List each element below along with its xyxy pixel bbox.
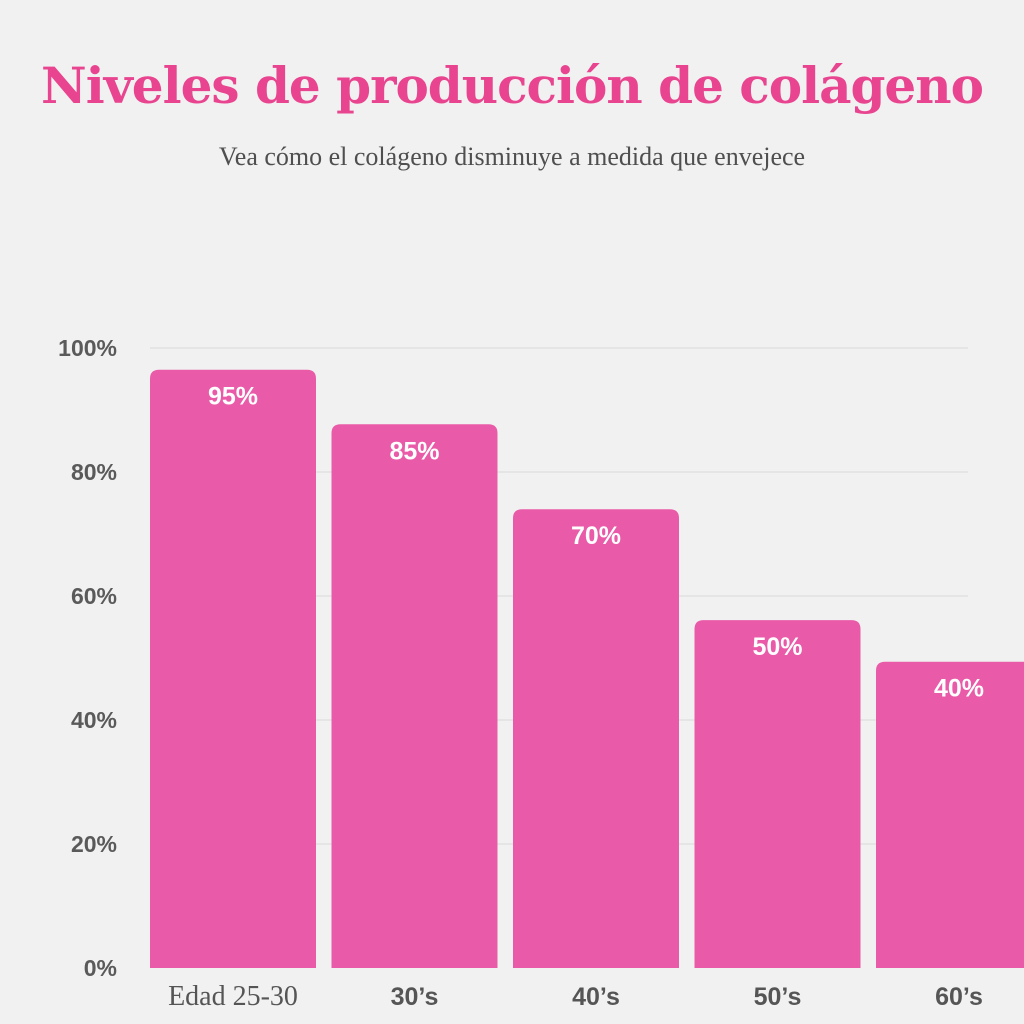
x-axis-categories: Edad 25-30 30’s 40’s 50’s 60’s [168, 981, 983, 1012]
bar [694, 620, 861, 968]
data-label: 50% [752, 633, 802, 661]
data-label: 40% [934, 675, 984, 703]
chart-subtitle: Vea cómo el colágeno disminuye a medida … [218, 142, 806, 171]
y-tick-label: 60% [71, 583, 117, 609]
y-axis-ticks: 0% 20% 40% 60% 80% 100% [58, 335, 117, 981]
y-tick-label: 40% [71, 707, 117, 733]
bar [876, 661, 1024, 968]
data-label: 85% [389, 437, 439, 465]
x-category-label: Edad 25-30 [168, 981, 298, 1012]
bar [513, 509, 679, 968]
x-category-label: 60’s [935, 983, 983, 1011]
chart-title: Niveles de producción de colágeno [41, 56, 984, 115]
bars [150, 369, 1024, 968]
data-labels: 95% 85% 70% 50% 40% [208, 383, 984, 703]
data-label: 95% [208, 383, 258, 411]
bar [331, 424, 498, 968]
y-tick-label: 0% [84, 955, 117, 981]
y-tick-label: 100% [58, 335, 117, 361]
x-category-label: 50’s [754, 983, 802, 1011]
y-tick-label: 20% [71, 831, 117, 857]
x-category-label: 30’s [391, 983, 439, 1011]
data-label: 70% [571, 522, 621, 550]
x-category-label: 40’s [572, 983, 620, 1011]
bar [150, 369, 316, 968]
y-tick-label: 80% [71, 459, 117, 485]
